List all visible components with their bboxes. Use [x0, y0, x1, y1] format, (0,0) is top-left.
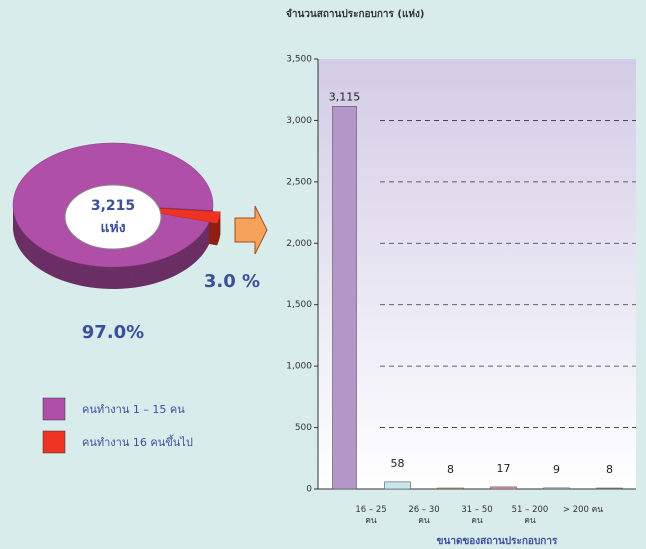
chart-title: จำนวนสถานประกอบการ (แห่ง): [286, 8, 424, 20]
center-label: 3,215: [91, 198, 135, 214]
x-tick-label: 51 – 200 คน: [511, 505, 549, 526]
y-tick-label: 1,500: [286, 300, 312, 310]
bar: [384, 481, 411, 490]
bar: [437, 487, 464, 490]
y-tick-label: 500: [295, 423, 312, 433]
y-tick-label: 3,000: [286, 116, 312, 126]
center-label: แห่ง: [100, 220, 125, 236]
y-tick-label: 3,500: [286, 55, 312, 65]
x-tick-label: > 200 คน: [562, 505, 604, 515]
plot-area: [318, 59, 636, 489]
donut-hole: [64, 184, 162, 250]
bar: [596, 487, 623, 490]
legend-swatch: [42, 397, 66, 421]
arrow: [234, 205, 268, 255]
bar: [332, 106, 357, 490]
y-tick-label: 2,000: [286, 239, 312, 249]
x-axis-title: ขนาดของสถานประกอบการ: [437, 535, 558, 547]
x-tick-label: 31 – 50 คน: [461, 505, 493, 526]
value-label: 3,115: [329, 90, 361, 103]
y-tick-label: 0: [306, 485, 312, 495]
value-label: 3.0 %: [204, 271, 260, 292]
legend-swatch: [42, 430, 66, 454]
x-tick-label: 16 – 25 คน: [355, 505, 387, 526]
x-tick-label: 26 – 30 คน: [408, 505, 440, 526]
bar: [543, 487, 570, 490]
legend-label: คนทำงาน 1 – 15 คน: [82, 403, 185, 416]
legend-label: คนทำงาน 16 คนขึ้นไป: [82, 434, 193, 449]
y-tick-label: 1,000: [286, 362, 312, 372]
bar: [490, 486, 517, 490]
value-label: 8: [606, 463, 613, 476]
value-label: 17: [497, 462, 511, 475]
value-label: 8: [447, 463, 454, 476]
y-tick-label: 2,500: [286, 177, 312, 187]
value-label: 58: [391, 457, 405, 470]
value-label: 9: [553, 463, 560, 476]
value-label: 97.0%: [82, 322, 144, 343]
